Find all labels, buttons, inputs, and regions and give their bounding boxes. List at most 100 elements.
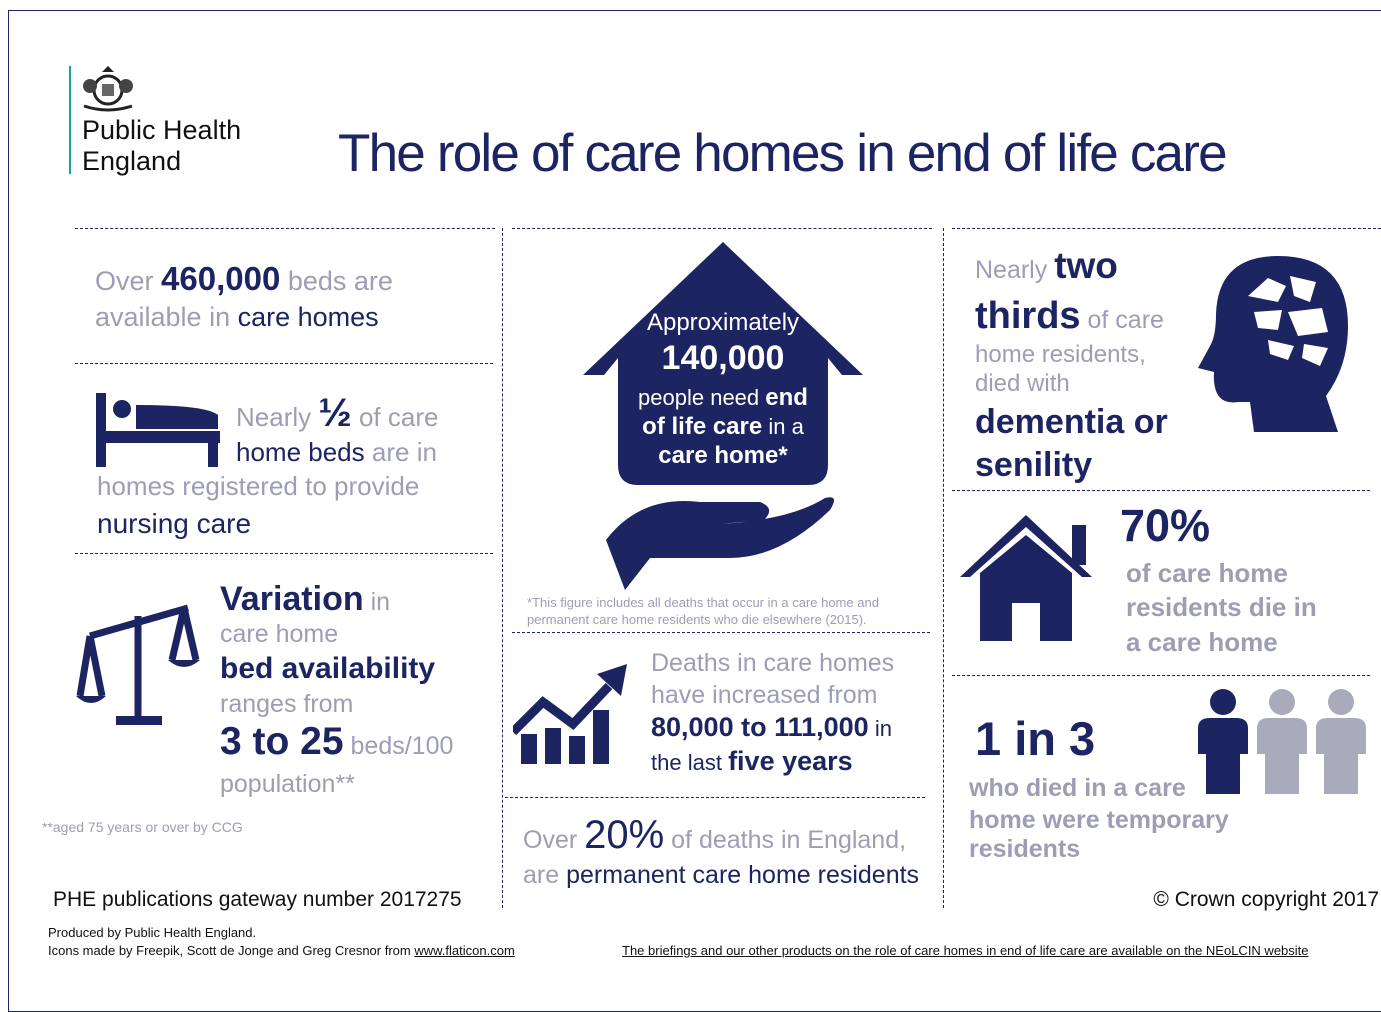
text-part: people need [638, 385, 760, 410]
nursing-line: nursing care [97, 508, 252, 539]
text-part: Over [95, 266, 154, 296]
text-part: ½ [318, 391, 352, 435]
dementia-line: Nearly two [975, 245, 1118, 288]
temporary-line: who died in a care [969, 774, 1186, 802]
divider [952, 228, 1381, 229]
die70-line: a care home [1126, 627, 1278, 657]
dementia-line: dementia or [975, 403, 1168, 441]
eol-line: of life care in a [642, 413, 804, 441]
nursing-line: home beds are in [236, 437, 437, 468]
die70-line: residents die in [1126, 592, 1317, 622]
house-icon [960, 515, 1092, 641]
text-part: are [523, 861, 560, 889]
divider [512, 632, 930, 633]
deaths-line: have increased from [651, 681, 878, 709]
text-part: permanent care home residents [566, 861, 920, 889]
text-part: 80,000 to 111,000 [651, 712, 869, 742]
note: **aged 75 years or over by CCG [42, 819, 243, 835]
text-part: of care [1087, 306, 1164, 334]
text-part: Icons made by Freepik, Scott de Jonge an… [48, 943, 411, 958]
dementia-line: home residents, [975, 341, 1146, 368]
variation-line: ranges from [220, 690, 354, 718]
text-part: 460,000 [161, 260, 281, 297]
beds-line: Over 460,000 beds are [95, 260, 393, 298]
title: The role of care homes in end of life ca… [338, 124, 1228, 183]
text-part: beds are [287, 266, 393, 296]
variation-line: Variation in [220, 580, 390, 619]
divider [75, 363, 493, 364]
text-part: Nearly [975, 256, 1048, 284]
logo-text: Public Health [82, 115, 242, 145]
gateway: PHE publications gateway number 2017275 [53, 888, 462, 911]
credits: Icons made by Freepik, Scott de Jonge an… [48, 943, 515, 959]
crest [83, 66, 133, 112]
text-part: beds/100 [350, 732, 454, 760]
text-part: are in [371, 437, 437, 467]
deaths-line: 80,000 to 111,000 in [651, 712, 892, 743]
over20-line: are permanent care home residents [523, 861, 919, 890]
people-icon [1198, 689, 1366, 794]
text-part: of care [358, 402, 439, 432]
temporary-line: residents [969, 835, 1081, 863]
footnote: *This figure includes all deaths that oc… [527, 595, 879, 627]
text-part: in [874, 716, 892, 741]
text-part: two [1054, 245, 1118, 286]
variation-line: population** [220, 770, 355, 798]
variation-line: bed availability [220, 652, 436, 685]
nursing-line: Nearly ½ of care [236, 390, 438, 436]
over20-line: Over 20% of deaths in England, [523, 812, 906, 858]
variation-line: care home [220, 620, 339, 648]
die70-line: of care home [1126, 558, 1288, 588]
nursing-line: homes registered to provide [97, 471, 420, 501]
divider [512, 228, 932, 229]
text-part: home beds [236, 437, 365, 467]
text-part: 3 to 25 [220, 720, 344, 763]
briefings[interactable]: The briefings and our other products on … [622, 944, 1309, 958]
copyright: © Crown copyright 2017 [1153, 888, 1379, 911]
chart-icon [513, 664, 627, 764]
dementia-line: senility [975, 446, 1093, 484]
beds-line: available in care homes [95, 302, 379, 333]
produced: Produced by Public Health England. [48, 925, 257, 940]
divider [505, 797, 925, 798]
text-part: end [765, 384, 808, 411]
head-icon [1198, 256, 1348, 432]
temporary-line: home were temporary [969, 806, 1229, 834]
page: Public Health England The role of care h… [8, 10, 1381, 1012]
dementia-line: thirds of care [975, 295, 1164, 339]
text-part: Variation [220, 580, 364, 618]
text-part: care homes [237, 302, 379, 332]
house-hand-icon [583, 242, 863, 590]
eol-line: people need end [638, 384, 808, 412]
text-part: of life care [642, 413, 763, 440]
text-part: 20% [584, 813, 665, 857]
variation-line: 3 to 25 beds/100 [220, 720, 453, 765]
text-part: in [370, 588, 391, 616]
divider [502, 228, 503, 908]
eol-line: Approximately [646, 309, 800, 336]
deaths-line: the last five years [651, 746, 853, 777]
divider [75, 553, 493, 554]
divider [75, 228, 495, 229]
eol-line: 140,000 [661, 339, 785, 377]
text-part: Over [523, 826, 578, 854]
die70-line: 70% [1120, 500, 1211, 551]
briefings-clip: The briefings and our other products on … [622, 944, 1381, 959]
text-part: Nearly [236, 402, 312, 432]
temporary-line: 1 in 3 [975, 712, 1096, 765]
divider [952, 490, 1370, 491]
text-part: the last [651, 750, 722, 775]
deaths-line: Deaths in care homes [651, 649, 895, 677]
text-part: five years [728, 746, 853, 776]
bed-icon [96, 393, 220, 467]
text-part: in a [768, 414, 804, 439]
link[interactable]: www.flaticon.com [414, 943, 515, 958]
divider [943, 228, 944, 908]
logo-text: England [82, 146, 182, 176]
text-part: of deaths in England, [671, 826, 907, 854]
eol-line: care home* [658, 442, 788, 469]
dementia-line: died with [975, 370, 1070, 397]
divider [952, 675, 1370, 676]
text-part: thirds [975, 295, 1081, 337]
logo-bar [69, 66, 71, 174]
